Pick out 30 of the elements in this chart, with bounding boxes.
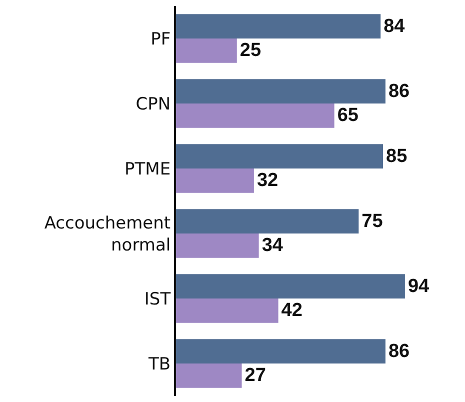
data-label: 85 [386,146,408,167]
data-label: 27 [244,365,266,386]
data-label: 34 [262,235,284,256]
data-label: 75 [362,210,384,232]
bar [176,79,386,104]
data-label: 86 [388,80,410,102]
bar [176,209,359,234]
y-tick-label: PTME [124,159,171,180]
data-label: 84 [384,16,406,37]
data-label: 42 [281,300,302,322]
y-tick-label: IST [144,289,172,310]
data-label: 65 [337,105,359,126]
bar [176,234,259,258]
bar [176,168,254,193]
data-label: 32 [256,170,278,192]
bar [176,364,242,388]
y-tick-label: Accouchement normal [44,213,171,256]
bar [176,274,405,298]
data-label: 94 [408,276,430,297]
bar [176,298,278,323]
bar [176,339,386,364]
data-label: 25 [240,40,262,62]
y-tick-label: CPN [136,94,171,114]
y-tick-label: TB [148,354,171,374]
bar [176,144,384,168]
y-tick-label: PF [150,29,171,50]
data-label: 86 [388,340,410,362]
bar [176,14,381,38]
bar [176,104,334,128]
bar [176,38,237,63]
